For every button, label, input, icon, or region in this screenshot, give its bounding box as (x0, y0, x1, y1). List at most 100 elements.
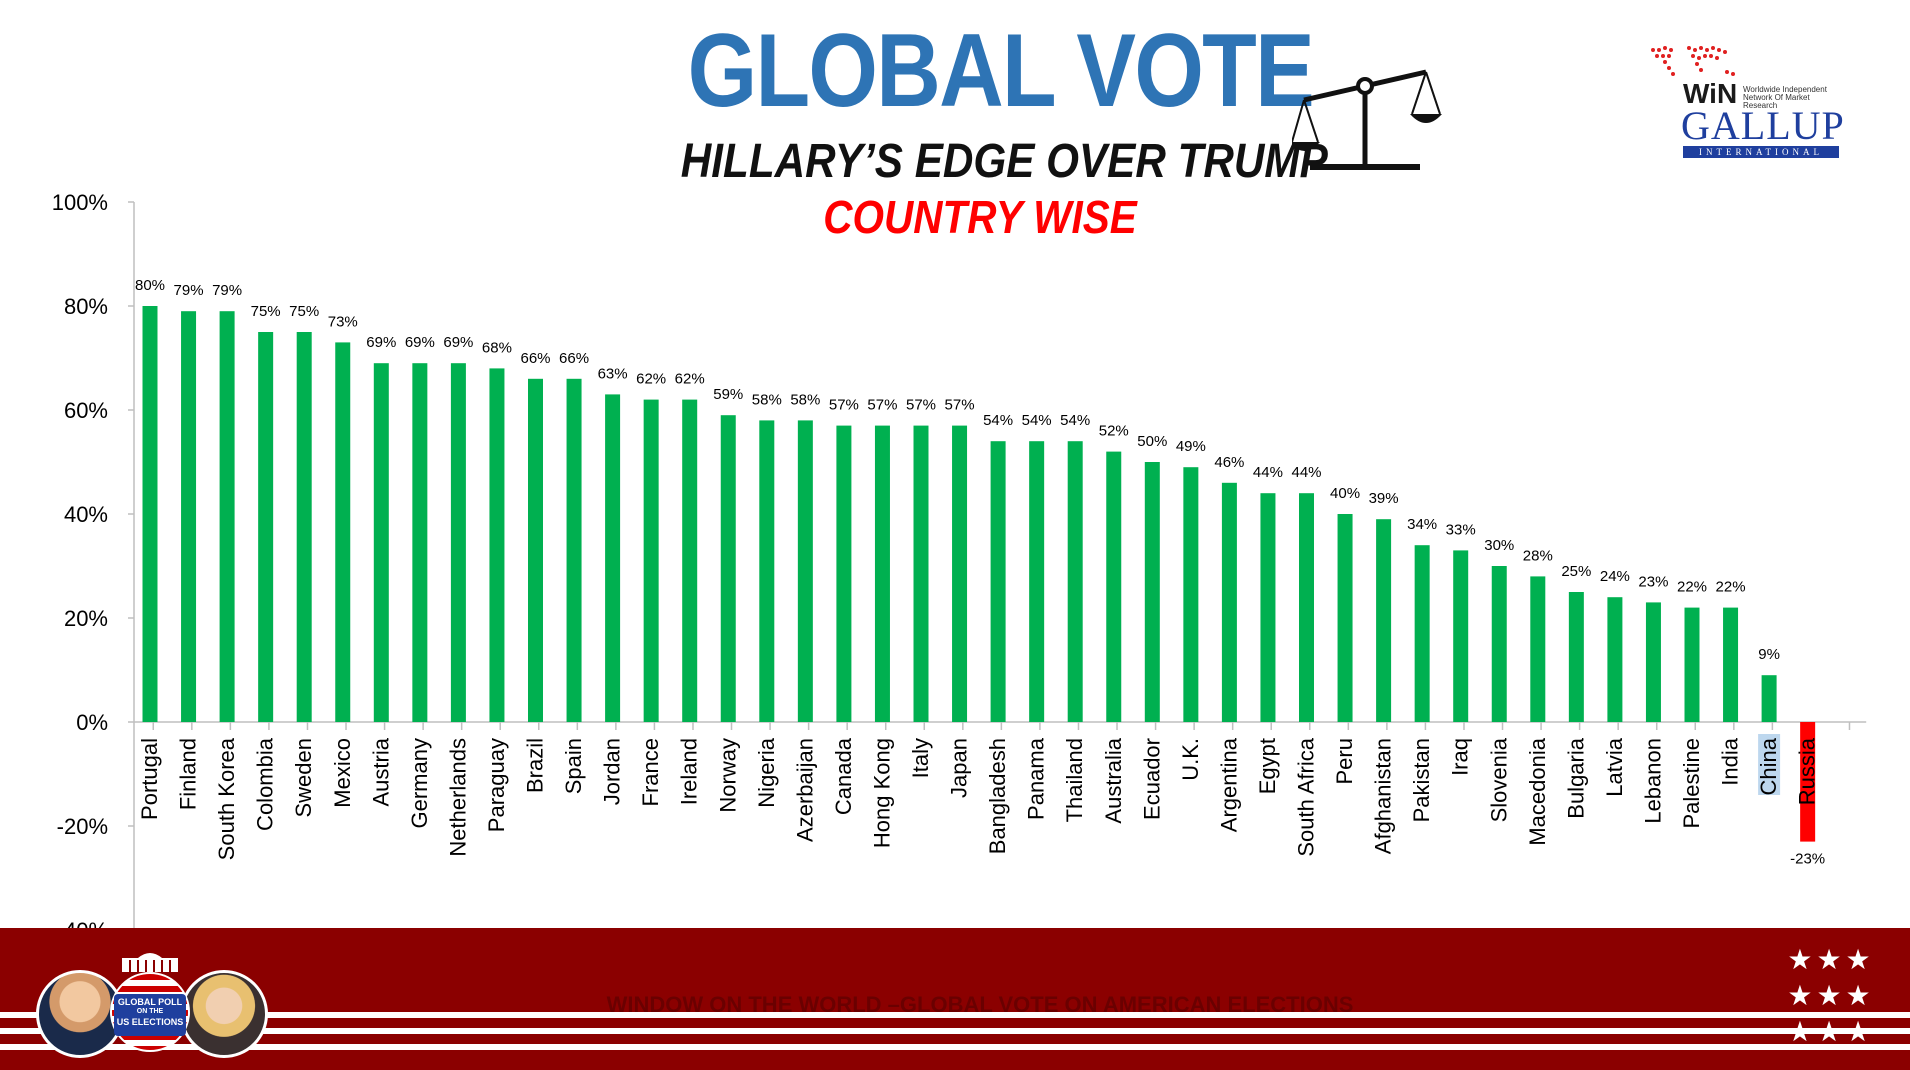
badge-line1: GLOBAL POLL (117, 997, 183, 1007)
data-label: 66% (520, 350, 550, 367)
bar (450, 363, 466, 722)
data-label: 52% (1099, 423, 1129, 440)
x-tick-label: Brazil (523, 738, 548, 793)
footer-stripe (0, 1028, 1910, 1034)
bar (142, 306, 158, 722)
data-label: 46% (1214, 454, 1244, 471)
bar (1453, 550, 1469, 722)
bar (1800, 722, 1816, 842)
data-label: 75% (251, 303, 281, 320)
data-label: 54% (1022, 412, 1052, 429)
bar (373, 363, 389, 722)
bar (1530, 576, 1546, 722)
win-logo-text: WiN (1683, 78, 1738, 109)
bar (489, 368, 505, 722)
data-label: 58% (752, 391, 782, 408)
data-label: 69% (443, 334, 473, 351)
y-tick-label: 60% (64, 398, 108, 423)
badge-text-panel: GLOBAL POLL ON THE US ELECTIONS (114, 994, 186, 1036)
data-label: 69% (366, 334, 396, 351)
x-tick-label: Afghanistan (1371, 738, 1396, 854)
bar (1414, 545, 1430, 722)
x-tick-label: Spain (561, 738, 586, 794)
bar (296, 332, 312, 722)
x-tick-label: France (638, 738, 663, 806)
data-label: 62% (675, 371, 705, 388)
data-label: 58% (790, 391, 820, 408)
win-gallup-logo: WiN Worldwide Independent Network Of Mar… (1645, 42, 1845, 162)
data-label: 68% (482, 339, 512, 356)
world-map-dots-icon (1651, 46, 1735, 76)
bar (258, 332, 274, 722)
x-tick-label: Japan (947, 738, 972, 798)
data-label: 54% (1060, 412, 1090, 429)
gallup-logo-text: GALLUP (1681, 103, 1845, 148)
footer-stripe (0, 1044, 1910, 1050)
x-tick-label: Slovenia (1486, 737, 1511, 822)
x-tick-label: Macedonia (1525, 737, 1550, 845)
data-label: 30% (1484, 537, 1514, 554)
footer-banner (0, 928, 1910, 1070)
data-label: 49% (1176, 438, 1206, 455)
data-label: 22% (1716, 579, 1746, 596)
data-label: 25% (1561, 563, 1591, 580)
x-tick-label: Ecuador (1139, 738, 1164, 820)
data-label: 28% (1523, 547, 1553, 564)
bar (1761, 675, 1777, 722)
bar (1067, 441, 1083, 722)
data-label: 44% (1291, 464, 1321, 481)
y-tick-label: -20% (57, 814, 108, 839)
data-label: 57% (867, 397, 897, 414)
bar (1376, 519, 1392, 722)
x-tick-label: Colombia (253, 737, 278, 831)
bar (528, 378, 543, 722)
bar (1106, 451, 1122, 722)
x-tick-label: Lebanon (1640, 738, 1665, 824)
bar (1299, 493, 1314, 722)
data-label: 54% (983, 412, 1013, 429)
bar (874, 425, 890, 722)
bar (181, 311, 197, 722)
bar (1260, 493, 1276, 722)
data-label: 57% (945, 397, 975, 414)
x-tick-label: Australia (1101, 737, 1126, 823)
bar (412, 363, 428, 722)
data-label: 73% (328, 313, 358, 330)
x-tick-label: Latvia (1602, 737, 1627, 796)
x-tick-label: India (1718, 737, 1743, 785)
bar (1221, 482, 1237, 722)
bar (1607, 597, 1623, 722)
x-tick-label: U.K. (1178, 738, 1203, 781)
bar (566, 378, 582, 722)
x-tick-label: Azerbaijan (792, 738, 817, 842)
x-tick-label: Austria (368, 737, 393, 806)
x-tick-label: Portugal (137, 738, 162, 820)
bar (335, 342, 351, 722)
data-label: 75% (289, 303, 319, 320)
data-label: 63% (598, 365, 628, 382)
x-tick-label: Norway (715, 738, 740, 813)
hillary-portrait (180, 970, 268, 1058)
x-tick-label: South Africa (1294, 737, 1319, 856)
bar (682, 399, 698, 722)
data-label: 39% (1369, 490, 1399, 507)
data-label: 9% (1758, 646, 1780, 663)
x-tick-label: Palestine (1679, 738, 1704, 829)
gallup-international-text: INTERNATIONAL (1683, 146, 1839, 158)
data-label: 69% (405, 334, 435, 351)
data-label: 57% (829, 397, 859, 414)
bar (1684, 607, 1700, 722)
balance-scale-icon (1292, 69, 1442, 170)
data-label: 62% (636, 371, 666, 388)
y-tick-label: 80% (64, 294, 108, 319)
bar (1144, 462, 1160, 722)
x-tick-label: Ireland (677, 738, 702, 805)
data-label: 79% (212, 282, 242, 299)
data-label: 66% (559, 350, 589, 367)
bar (759, 420, 775, 722)
bar (720, 415, 736, 722)
data-label: 33% (1446, 521, 1476, 538)
x-tick-label: Peru (1332, 738, 1357, 784)
badge-line3: US ELECTIONS (116, 1017, 184, 1027)
